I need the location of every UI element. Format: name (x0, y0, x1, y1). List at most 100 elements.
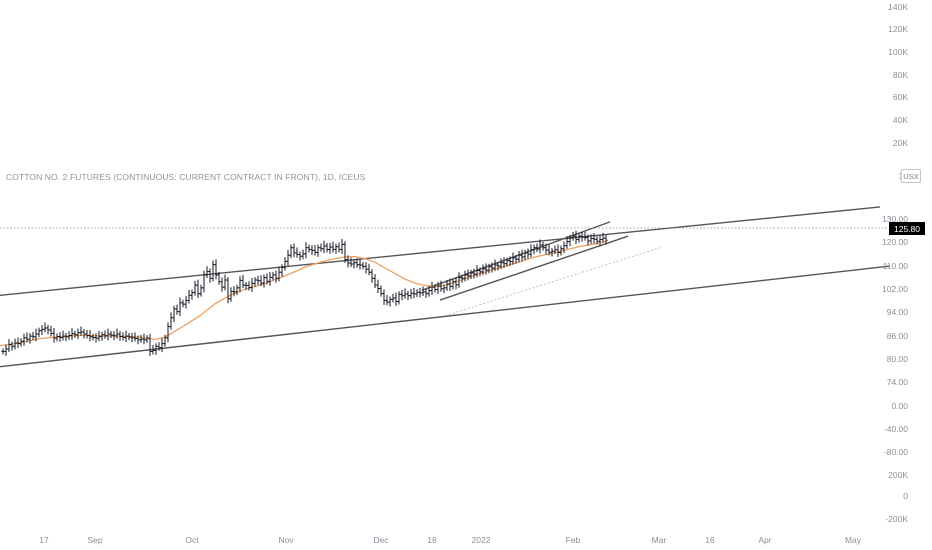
price-bar (22, 333, 26, 346)
price-bar (379, 285, 383, 297)
price-bar (382, 289, 386, 305)
price-bar (322, 240, 326, 254)
time-axis[interactable]: 17 Sep Oct Nov Dec 16 2022 Feb Mar 16 Apr May (39, 535, 862, 545)
price-scale-label: 120.00 (882, 237, 908, 247)
price-bar (310, 245, 314, 255)
price-bar (190, 289, 194, 300)
price-bar (385, 294, 389, 306)
price-bar (472, 268, 476, 279)
price-bar (94, 333, 98, 343)
time-axis-label: May (845, 535, 862, 545)
price-bar (580, 231, 584, 242)
price-bar (331, 241, 335, 253)
price-bar (589, 234, 593, 244)
price-bar (454, 277, 458, 290)
price-bar (460, 274, 464, 283)
price-bar (4, 344, 8, 356)
price-bar (568, 234, 572, 247)
price-scale-label: 100K (888, 47, 908, 57)
price-bar (205, 266, 209, 278)
time-axis-label: 2022 (472, 535, 491, 545)
price-bar (418, 288, 422, 298)
price-bar (421, 286, 425, 296)
price-bar (58, 332, 62, 342)
moving-average-line (0, 240, 607, 347)
price-scale-label: 200K (888, 470, 908, 480)
price-bar (229, 287, 233, 302)
price-bar (202, 270, 206, 293)
price-bar (403, 288, 407, 299)
price-bar (106, 328, 110, 341)
price-bar (241, 274, 245, 289)
price-bar (265, 273, 269, 285)
price-bar (391, 293, 395, 303)
price-scale-label: 110.00 (883, 261, 909, 271)
price-bar (52, 327, 56, 343)
price-bar (340, 238, 344, 254)
price-bar (31, 331, 35, 340)
price-bar (415, 289, 419, 298)
price-bar (451, 278, 455, 290)
price-bar (538, 239, 542, 254)
price-bar (193, 280, 197, 296)
price-bar (484, 263, 488, 275)
price-bar (469, 269, 473, 279)
price-bar (478, 267, 482, 277)
price-bar (208, 268, 212, 283)
price-bar (256, 275, 260, 286)
price-scale-label: 80.00 (887, 354, 909, 364)
price-bar (121, 332, 125, 341)
price-bar (295, 247, 299, 258)
price-bar (352, 259, 356, 269)
price-scale-label: -80.00 (884, 447, 908, 457)
price-bar (439, 280, 443, 292)
price-scale-label: 40K (893, 115, 908, 125)
price-bar (166, 322, 170, 343)
price-bar (301, 249, 305, 260)
price-bar (496, 262, 500, 271)
price-bar (196, 279, 200, 299)
price-bar (139, 334, 143, 343)
price-bar (586, 234, 590, 246)
price-bar (508, 256, 512, 267)
time-axis-label: Nov (278, 535, 294, 545)
price-bar (304, 242, 308, 259)
time-axis-label: 16 (427, 535, 437, 545)
price-scale-label: -200K (885, 514, 908, 524)
price-bar (364, 262, 368, 274)
price-bar (181, 299, 185, 308)
price-bar (598, 235, 602, 246)
price-bar (172, 305, 176, 323)
price-bar (463, 270, 467, 282)
price-bar (532, 244, 536, 255)
price-bar (433, 284, 437, 293)
price-bar (226, 276, 230, 304)
price-bar (337, 242, 341, 253)
price-bar (307, 244, 311, 253)
currency-unit-label[interactable]: USX (901, 169, 921, 183)
time-axis-label: Feb (566, 535, 581, 545)
price-bar (544, 243, 548, 255)
price-bar (559, 245, 563, 256)
price-bar (232, 286, 236, 297)
price-scale-label: 80K (893, 70, 908, 80)
price-bar (511, 252, 515, 265)
price-bar (541, 241, 545, 251)
price-bar (517, 250, 521, 263)
price-bar (73, 330, 77, 338)
time-axis-label: 16 (705, 535, 715, 545)
price-bar (61, 330, 65, 341)
price-bar (13, 338, 17, 350)
price-bar (583, 231, 587, 241)
price-bar (361, 262, 365, 270)
price-bar (274, 270, 278, 283)
price-bar (514, 254, 518, 264)
symbol-title: COTTON NO. 2 FUTURES (CONTINUOUS: CURREN… (6, 172, 366, 182)
price-bar (280, 264, 284, 277)
price-scale[interactable]: 140K120K100K80K60K40K20K15130.00120.0011… (882, 2, 908, 524)
price-bar (64, 333, 68, 342)
price-bar (292, 243, 296, 258)
price-bar (289, 244, 293, 259)
price-bar (145, 335, 149, 343)
